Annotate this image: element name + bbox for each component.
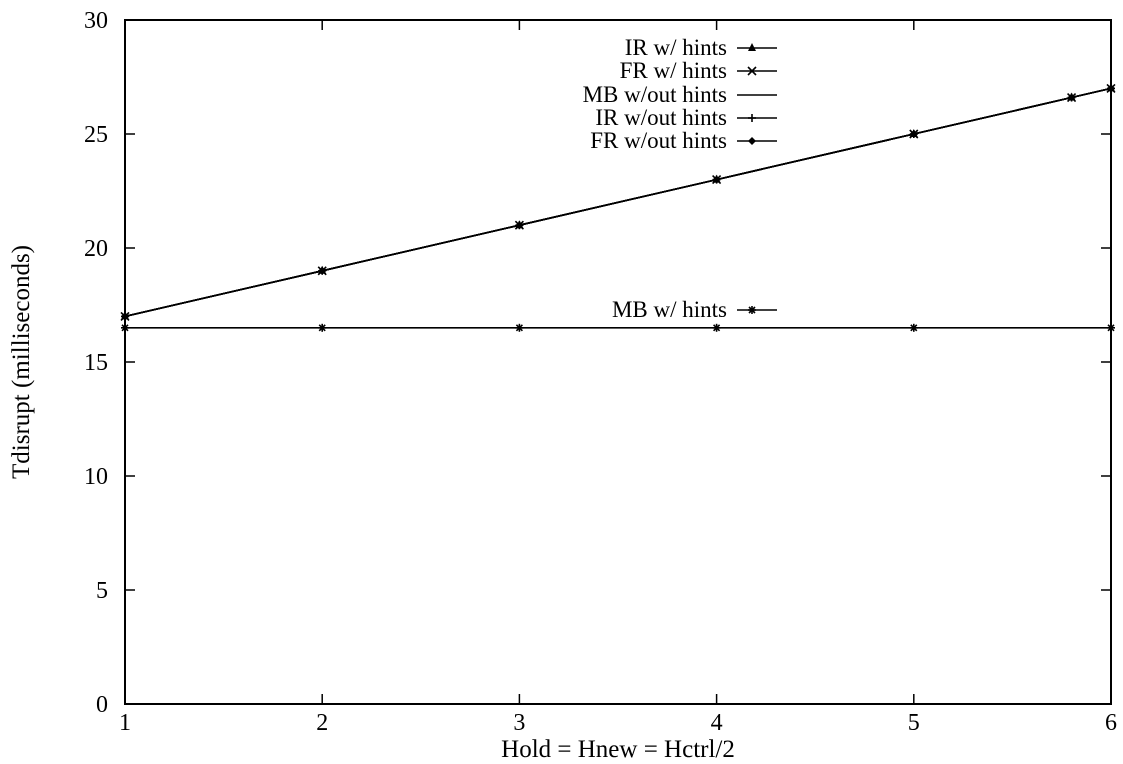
- legend-label: MB w/ hints: [612, 297, 727, 322]
- legend-marker: [748, 306, 756, 314]
- y-tick-label: 20: [84, 236, 108, 262]
- legend-marker: [747, 66, 757, 76]
- x-tick-label: 1: [119, 710, 131, 736]
- y-tick-label: 5: [96, 578, 108, 604]
- data-point-5-3: [712, 323, 721, 332]
- y-tick-label: 25: [84, 122, 108, 148]
- data-point-5-1: [318, 323, 327, 332]
- data-point-4-6: [1107, 84, 1115, 93]
- legend-item: MB w/ hints: [612, 297, 777, 322]
- data-point-4-3: [712, 175, 721, 184]
- data-point-4-0: [121, 312, 129, 321]
- data-point-5-0: [121, 323, 129, 332]
- y-axis-label: Tdisrupt (milliseconds): [8, 245, 35, 479]
- legend-marker: [748, 43, 756, 51]
- legend-item: MB w/out hints: [583, 82, 777, 107]
- legend-label: FR w/out hints: [590, 128, 727, 153]
- axis-ticks: 1 2 3 4 5 6 0 5 10 15 20 25 30: [84, 8, 1117, 736]
- data-point-5-5: [1107, 323, 1115, 332]
- legend-label: MB w/out hints: [583, 82, 727, 107]
- legend-marker: [748, 114, 756, 122]
- data-point-4-5: [1067, 93, 1076, 102]
- y-tick-label: 15: [84, 350, 108, 376]
- legend-item: IR w/out hints: [595, 105, 777, 130]
- data-point-4-1: [318, 266, 327, 275]
- legend-item: IR w/ hints: [625, 35, 777, 60]
- y-tick-label: 0: [96, 692, 108, 718]
- series-markers: [120, 83, 1116, 332]
- legend-label: IR w/ hints: [625, 35, 727, 60]
- data-point-5-4: [909, 323, 918, 332]
- data-point-4-2: [515, 221, 524, 230]
- x-tick-label: 2: [316, 710, 328, 736]
- data-point-4-4: [909, 130, 918, 138]
- x-tick-label: 3: [513, 710, 525, 736]
- legend-item: FR w/ hints: [620, 58, 777, 83]
- y-tick-label: 10: [84, 464, 108, 490]
- x-tick-label: 5: [908, 710, 920, 736]
- legend-item: FR w/out hints: [590, 128, 777, 153]
- data-point-5-2: [515, 323, 524, 332]
- legend-label: FR w/ hints: [620, 58, 727, 83]
- x-tick-label: 4: [711, 710, 723, 736]
- legend-label: IR w/out hints: [595, 105, 727, 130]
- x-tick-label: 6: [1105, 710, 1117, 736]
- x-axis-label: Hold = Hnew = Hctrl/2: [501, 736, 735, 763]
- y-tick-label: 30: [84, 8, 108, 34]
- legend-marker: [748, 137, 756, 145]
